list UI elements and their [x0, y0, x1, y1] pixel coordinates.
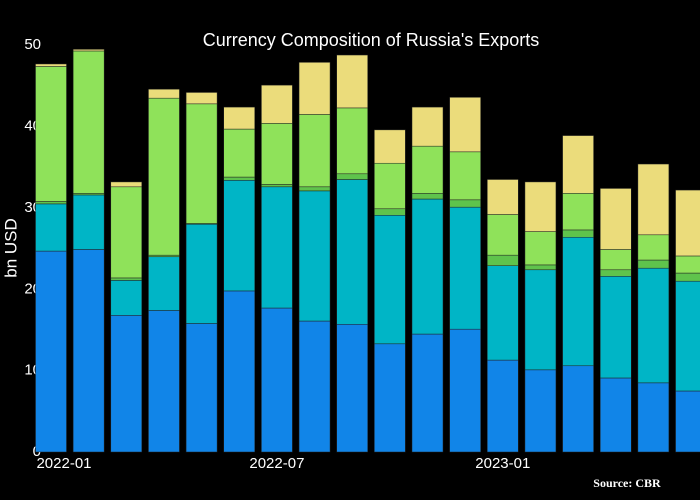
bar-segment: [411, 193, 444, 200]
bar-segment: [35, 203, 67, 252]
bar-segment: [110, 186, 143, 279]
bar-segment: [524, 231, 557, 266]
bar-segment: [600, 276, 632, 379]
bar-segment: [336, 324, 368, 453]
bar-segment: [374, 208, 406, 216]
bar-segment: [449, 206, 481, 330]
bar-segment: [524, 369, 557, 453]
bar-segment: [336, 54, 368, 109]
bar-segment: [35, 201, 67, 205]
bar-segment: [524, 269, 557, 371]
bar-segment: [223, 176, 255, 181]
y-axis-label: bn USD: [1, 218, 20, 278]
bar-segment: [336, 179, 368, 325]
bar-segment: [675, 280, 700, 392]
bar-segment: [637, 267, 670, 384]
bar-segment: [148, 97, 180, 256]
bar-segment: [411, 198, 444, 335]
bar-segment: [524, 181, 557, 232]
bar-segment: [261, 84, 293, 124]
bar-segment: [637, 234, 670, 261]
bar-segment: [223, 180, 255, 292]
bar-segment: [562, 135, 594, 194]
bar-segment: [261, 186, 293, 309]
bar-segment: [185, 103, 218, 224]
x-tick-label: 2023-01: [475, 455, 530, 472]
bar-segment: [35, 63, 67, 67]
bar-segment: [72, 50, 105, 194]
bar-segment: [185, 323, 218, 453]
bar-segment: [223, 128, 255, 178]
bar-segment: [675, 390, 700, 453]
bar-segment: [110, 181, 143, 188]
bar-segment: [374, 343, 406, 453]
bar-segment: [148, 310, 180, 453]
bar-segment: [411, 145, 444, 194]
bar-segment: [600, 249, 632, 271]
bar-segment: [110, 280, 143, 316]
bar-segment: [374, 215, 406, 345]
bar-segment: [298, 186, 331, 192]
bar-segment: [487, 359, 519, 453]
bar-segment: [110, 277, 143, 281]
bar-segment: [223, 290, 255, 453]
bar-segment: [298, 320, 331, 453]
bar-segment: [298, 114, 331, 188]
bar-segment: [562, 365, 594, 453]
bar-segment: [524, 264, 557, 271]
bar-segment: [449, 97, 481, 153]
bar-segment: [374, 129, 406, 164]
bar-segment: [487, 265, 519, 361]
bar-segment: [449, 328, 481, 453]
bar-segment: [336, 173, 368, 180]
bar-segment: [72, 49, 105, 52]
bar-segment: [298, 190, 331, 322]
bar-segment: [261, 184, 293, 188]
bar-segment: [223, 106, 255, 130]
bar-segment: [487, 254, 519, 266]
bar-segment: [35, 66, 67, 202]
bar-segment: [411, 333, 444, 453]
bar-segment: [449, 151, 481, 201]
bar-segment: [562, 236, 594, 367]
bar-segment: [562, 193, 594, 231]
bar-segment: [148, 88, 180, 99]
bar-segment: [374, 162, 406, 210]
bar-segment: [110, 315, 143, 453]
bar-segment: [411, 106, 444, 147]
bar-segment: [675, 272, 700, 282]
bar-segment: [72, 194, 105, 250]
bar-segment: [675, 255, 700, 274]
bar-segment: [600, 377, 632, 453]
x-tick-label: 2022-07: [249, 455, 304, 472]
bar-segment: [185, 223, 218, 324]
bar-segment: [35, 250, 67, 453]
bar-segment: [298, 62, 331, 115]
bar-segment: [562, 229, 594, 238]
bar-segment: [487, 179, 519, 215]
bar-segment: [261, 123, 293, 185]
bar-segment: [600, 269, 632, 277]
bar-segment: [261, 307, 293, 453]
bar-segment: [148, 256, 180, 311]
bar-segment: [637, 259, 670, 269]
chart-title: Currency Composition of Russia's Exports: [203, 30, 540, 50]
y-tick-label: 50: [24, 36, 41, 53]
source-note: Source: CBR: [593, 476, 661, 490]
bar-segment: [600, 188, 632, 250]
bar-segment: [72, 249, 105, 453]
bar-segment: [637, 163, 670, 236]
x-tick-label: 2022-01: [36, 455, 91, 472]
bar-segment: [487, 214, 519, 256]
bar-segment: [675, 189, 700, 257]
bar-segment: [336, 107, 368, 175]
bar-segment: [185, 92, 218, 105]
bar-segment: [449, 199, 481, 208]
bar-segment: [637, 382, 670, 453]
